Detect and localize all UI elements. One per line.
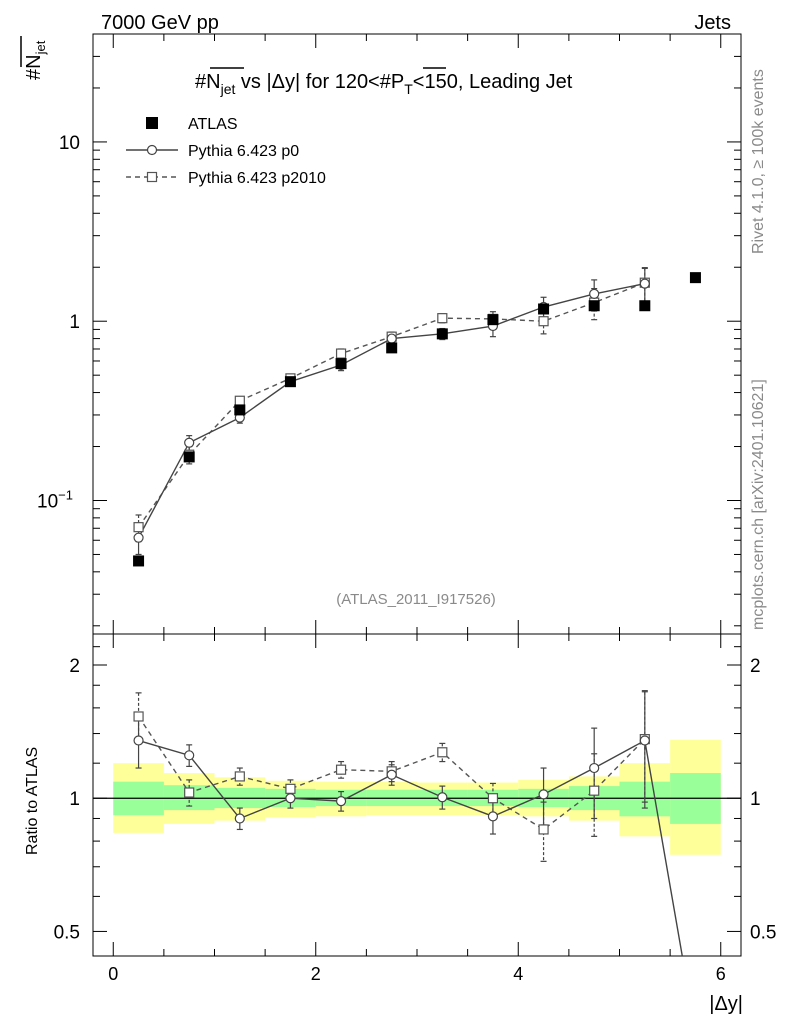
mc-p0-marker xyxy=(285,793,296,804)
atlas-data-point xyxy=(689,272,701,284)
atlas-data-point xyxy=(538,303,550,315)
x-tick-label: 2 xyxy=(311,964,321,984)
mc-p2010-marker xyxy=(184,787,195,798)
ratio-y-tick-label-left: 0.5 xyxy=(54,922,80,943)
mc-p2010-marker xyxy=(234,771,245,782)
atlas-data-point xyxy=(234,404,246,416)
mc-p0-marker xyxy=(589,288,600,300)
legend-p2010-marker xyxy=(146,171,158,183)
svg-text:#Njet vs |Δy| for 120<#PT<150,: #Njet vs |Δy| for 120<#PT<150, Leading J… xyxy=(195,71,573,97)
main-y-axis-label: #Njet xyxy=(20,36,48,80)
atlas-data-point xyxy=(436,328,448,340)
rivet-version-label: Rivet 4.1.0, ≥ 100k events xyxy=(750,69,767,254)
mc-p0-marker xyxy=(234,813,245,824)
atlas-data-point xyxy=(133,555,145,567)
mc-p2010-marker xyxy=(285,783,296,794)
mc-p2010-marker xyxy=(133,711,144,722)
y-tick-label: 10−1 xyxy=(37,487,73,512)
ratio-p0-line xyxy=(138,739,683,956)
main-title: #Njet vs |Δy| for 120<#PT<150, Leading J… xyxy=(195,67,573,97)
mcplots-label: mcplots.cern.ch [arXiv:2401.10621] xyxy=(750,379,767,630)
ratio-y-tick-label-left: 1 xyxy=(69,789,80,810)
axes: 0 2 4 6 10−1 1 10 0.5 0.5 1 1 2 2 xyxy=(37,33,776,984)
legend-label: ATLAS xyxy=(188,116,238,133)
ratio-y-tick-label-right: 0.5 xyxy=(750,922,776,943)
mc-p0-marker xyxy=(386,333,397,344)
mc-p0-marker xyxy=(133,735,144,746)
mc-p2010-marker xyxy=(487,793,499,804)
y-tick-label: 10 xyxy=(59,133,80,154)
mc-p0-marker xyxy=(437,792,448,803)
ratio-y-tick-label-left: 2 xyxy=(69,656,80,677)
mc-p2010-marker xyxy=(234,395,245,406)
legend-p0-marker xyxy=(146,144,158,156)
atlas-data-point xyxy=(487,314,499,326)
legend: ATLAS Pythia 6.423 p0 Pythia 6.423 p2010 xyxy=(126,116,326,187)
mc-p2010-marker xyxy=(335,348,347,359)
main-plot-data xyxy=(133,267,701,567)
atlas-data-point xyxy=(386,342,398,354)
mc-p0-marker xyxy=(184,437,195,448)
y-label-n: N xyxy=(23,54,45,68)
mc-p2010-marker xyxy=(538,824,549,835)
mc-p0-marker xyxy=(639,278,650,289)
svg-text:#Njet: #Njet xyxy=(23,40,48,80)
ratio-y-tick-label-right: 1 xyxy=(750,789,761,810)
x-tick-label: 0 xyxy=(108,964,118,984)
atlas-data-point xyxy=(588,300,600,312)
mc-p2010-marker xyxy=(437,747,448,758)
mc-p0-marker xyxy=(538,789,549,800)
analysis-id-watermark: (ATLAS_2011_I917526) xyxy=(336,591,496,608)
mc-p0-line xyxy=(137,282,645,539)
header-category: Jets xyxy=(694,12,731,34)
mc-p2010-marker xyxy=(538,316,549,327)
mc-p2010-marker xyxy=(589,785,600,796)
ratio-y-tick-label-right: 2 xyxy=(750,656,761,677)
x-tick-label: 4 xyxy=(513,964,523,984)
mc-p2010-marker xyxy=(335,764,347,775)
mc-p0-marker xyxy=(133,532,144,543)
x-tick-label: 6 xyxy=(716,964,726,984)
atlas-data-point xyxy=(284,376,296,388)
mc-p0-marker xyxy=(487,811,499,822)
mc-p0-marker xyxy=(386,769,397,780)
atlas-data-point xyxy=(639,300,651,312)
ratio-plot-data xyxy=(133,690,683,956)
mc-p0-marker xyxy=(184,750,195,761)
atlas-data-point xyxy=(183,451,195,463)
legend-label: Pythia 6.423 p2010 xyxy=(188,170,326,187)
ratio-y-axis-label: Ratio to ATLAS xyxy=(24,747,41,855)
mc-p2010-marker xyxy=(133,522,144,533)
atlas-data-point xyxy=(335,358,347,370)
x-axis-label: |Δy| xyxy=(709,993,743,1015)
mc-p2010-line xyxy=(137,282,646,528)
header-energy: 7000 GeV pp xyxy=(101,12,219,34)
legend-label: Pythia 6.423 p0 xyxy=(188,143,299,160)
y-tick-label: 1 xyxy=(69,312,80,333)
mc-p0-marker xyxy=(589,762,600,774)
mc-p0-marker xyxy=(335,796,347,807)
mc-p2010-marker xyxy=(437,313,448,324)
legend-atlas-marker xyxy=(146,117,158,129)
mc-p0-marker xyxy=(639,735,650,746)
